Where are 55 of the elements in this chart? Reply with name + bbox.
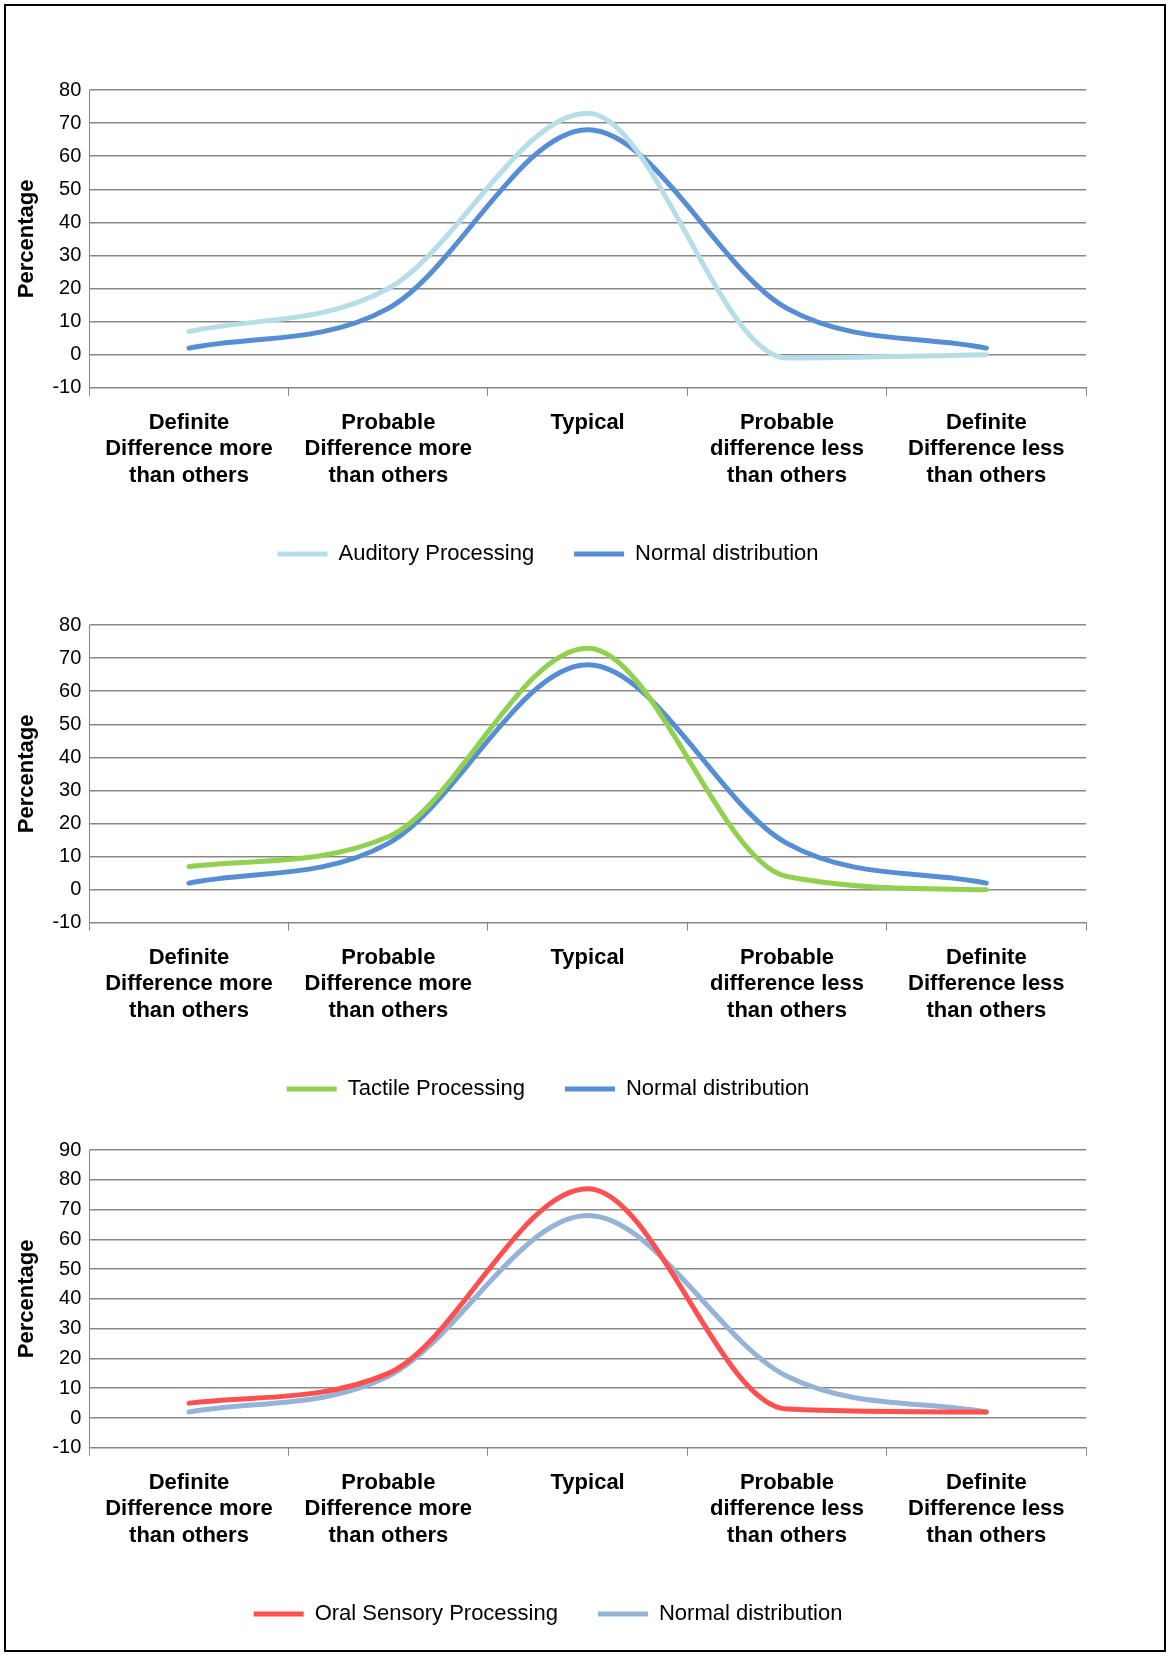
- y-tick-label: 60: [59, 1226, 82, 1249]
- x-tick-label: Definite Difference less than others: [908, 1469, 1065, 1547]
- x-tick-label: Probable difference less than others: [709, 409, 865, 487]
- legend-label: Normal distribution: [658, 1600, 843, 1626]
- y-tick-label: 80: [59, 612, 82, 635]
- y-tick-label: 20: [59, 811, 82, 834]
- x-tick-label: Typical: [550, 1469, 625, 1495]
- y-tick-label: 30: [59, 1316, 82, 1339]
- y-tick-label: 40: [59, 744, 82, 767]
- y-axis-title: Percentage: [13, 714, 39, 834]
- x-tick-label: Definite Difference more than others: [105, 1469, 273, 1547]
- y-tick-label: 60: [59, 143, 82, 166]
- y-tick-label: 40: [59, 209, 82, 232]
- y-tick-label: 0: [70, 1405, 82, 1428]
- legend-label: Normal distribution: [635, 540, 819, 566]
- y-tick-label: -10: [52, 1435, 82, 1458]
- y-tick-label: 70: [59, 110, 82, 133]
- x-tick-label: Probable Difference more than others: [304, 409, 473, 487]
- x-tick-label: Definite Difference less than others: [908, 944, 1065, 1022]
- y-tick-label: 70: [59, 645, 82, 668]
- x-tick-label: Probable difference less than others: [709, 1469, 865, 1547]
- y-tick-label: 80: [59, 77, 82, 100]
- legend-label: Oral Sensory Processing: [314, 1600, 558, 1626]
- x-tick-label: Definite Difference more than others: [105, 944, 273, 1022]
- x-tick-label: Typical: [550, 944, 625, 970]
- y-tick-label: 90: [59, 1137, 82, 1160]
- x-tick-label: Probable difference less than others: [709, 944, 865, 1022]
- y-tick-label: 30: [59, 242, 82, 265]
- y-tick-label: 60: [59, 678, 82, 701]
- y-tick-label: 10: [59, 309, 82, 332]
- y-tick-label: 80: [59, 1167, 82, 1190]
- legend-label: Tactile Processing: [347, 1075, 525, 1101]
- y-tick-label: 50: [59, 176, 82, 199]
- y-tick-label: 10: [59, 844, 82, 867]
- y-tick-label: 50: [59, 1256, 82, 1279]
- y-tick-label: 40: [59, 1286, 82, 1309]
- legend-label: Normal distribution: [625, 1075, 810, 1101]
- y-axis-title: Percentage: [13, 179, 39, 299]
- y-tick-label: 50: [59, 711, 82, 734]
- y-tick-label: 30: [59, 777, 82, 800]
- y-tick-label: 20: [59, 276, 82, 299]
- y-axis-title: Percentage: [13, 1239, 39, 1359]
- x-tick-label: Typical: [550, 409, 625, 435]
- x-tick-label: Probable Difference more than others: [304, 944, 473, 1022]
- y-tick-label: 0: [70, 342, 82, 365]
- y-tick-label: -10: [52, 375, 82, 398]
- y-tick-label: 20: [59, 1345, 82, 1368]
- y-tick-label: 10: [59, 1375, 82, 1398]
- legend-label: Auditory Processing: [338, 540, 535, 566]
- y-tick-label: 0: [70, 877, 82, 900]
- x-tick-label: Definite Difference more than others: [105, 409, 273, 487]
- x-tick-label: Probable Difference more than others: [304, 1469, 473, 1547]
- y-tick-label: -10: [52, 910, 82, 933]
- y-tick-label: 70: [59, 1197, 82, 1220]
- x-tick-label: Definite Difference less than others: [908, 409, 1065, 487]
